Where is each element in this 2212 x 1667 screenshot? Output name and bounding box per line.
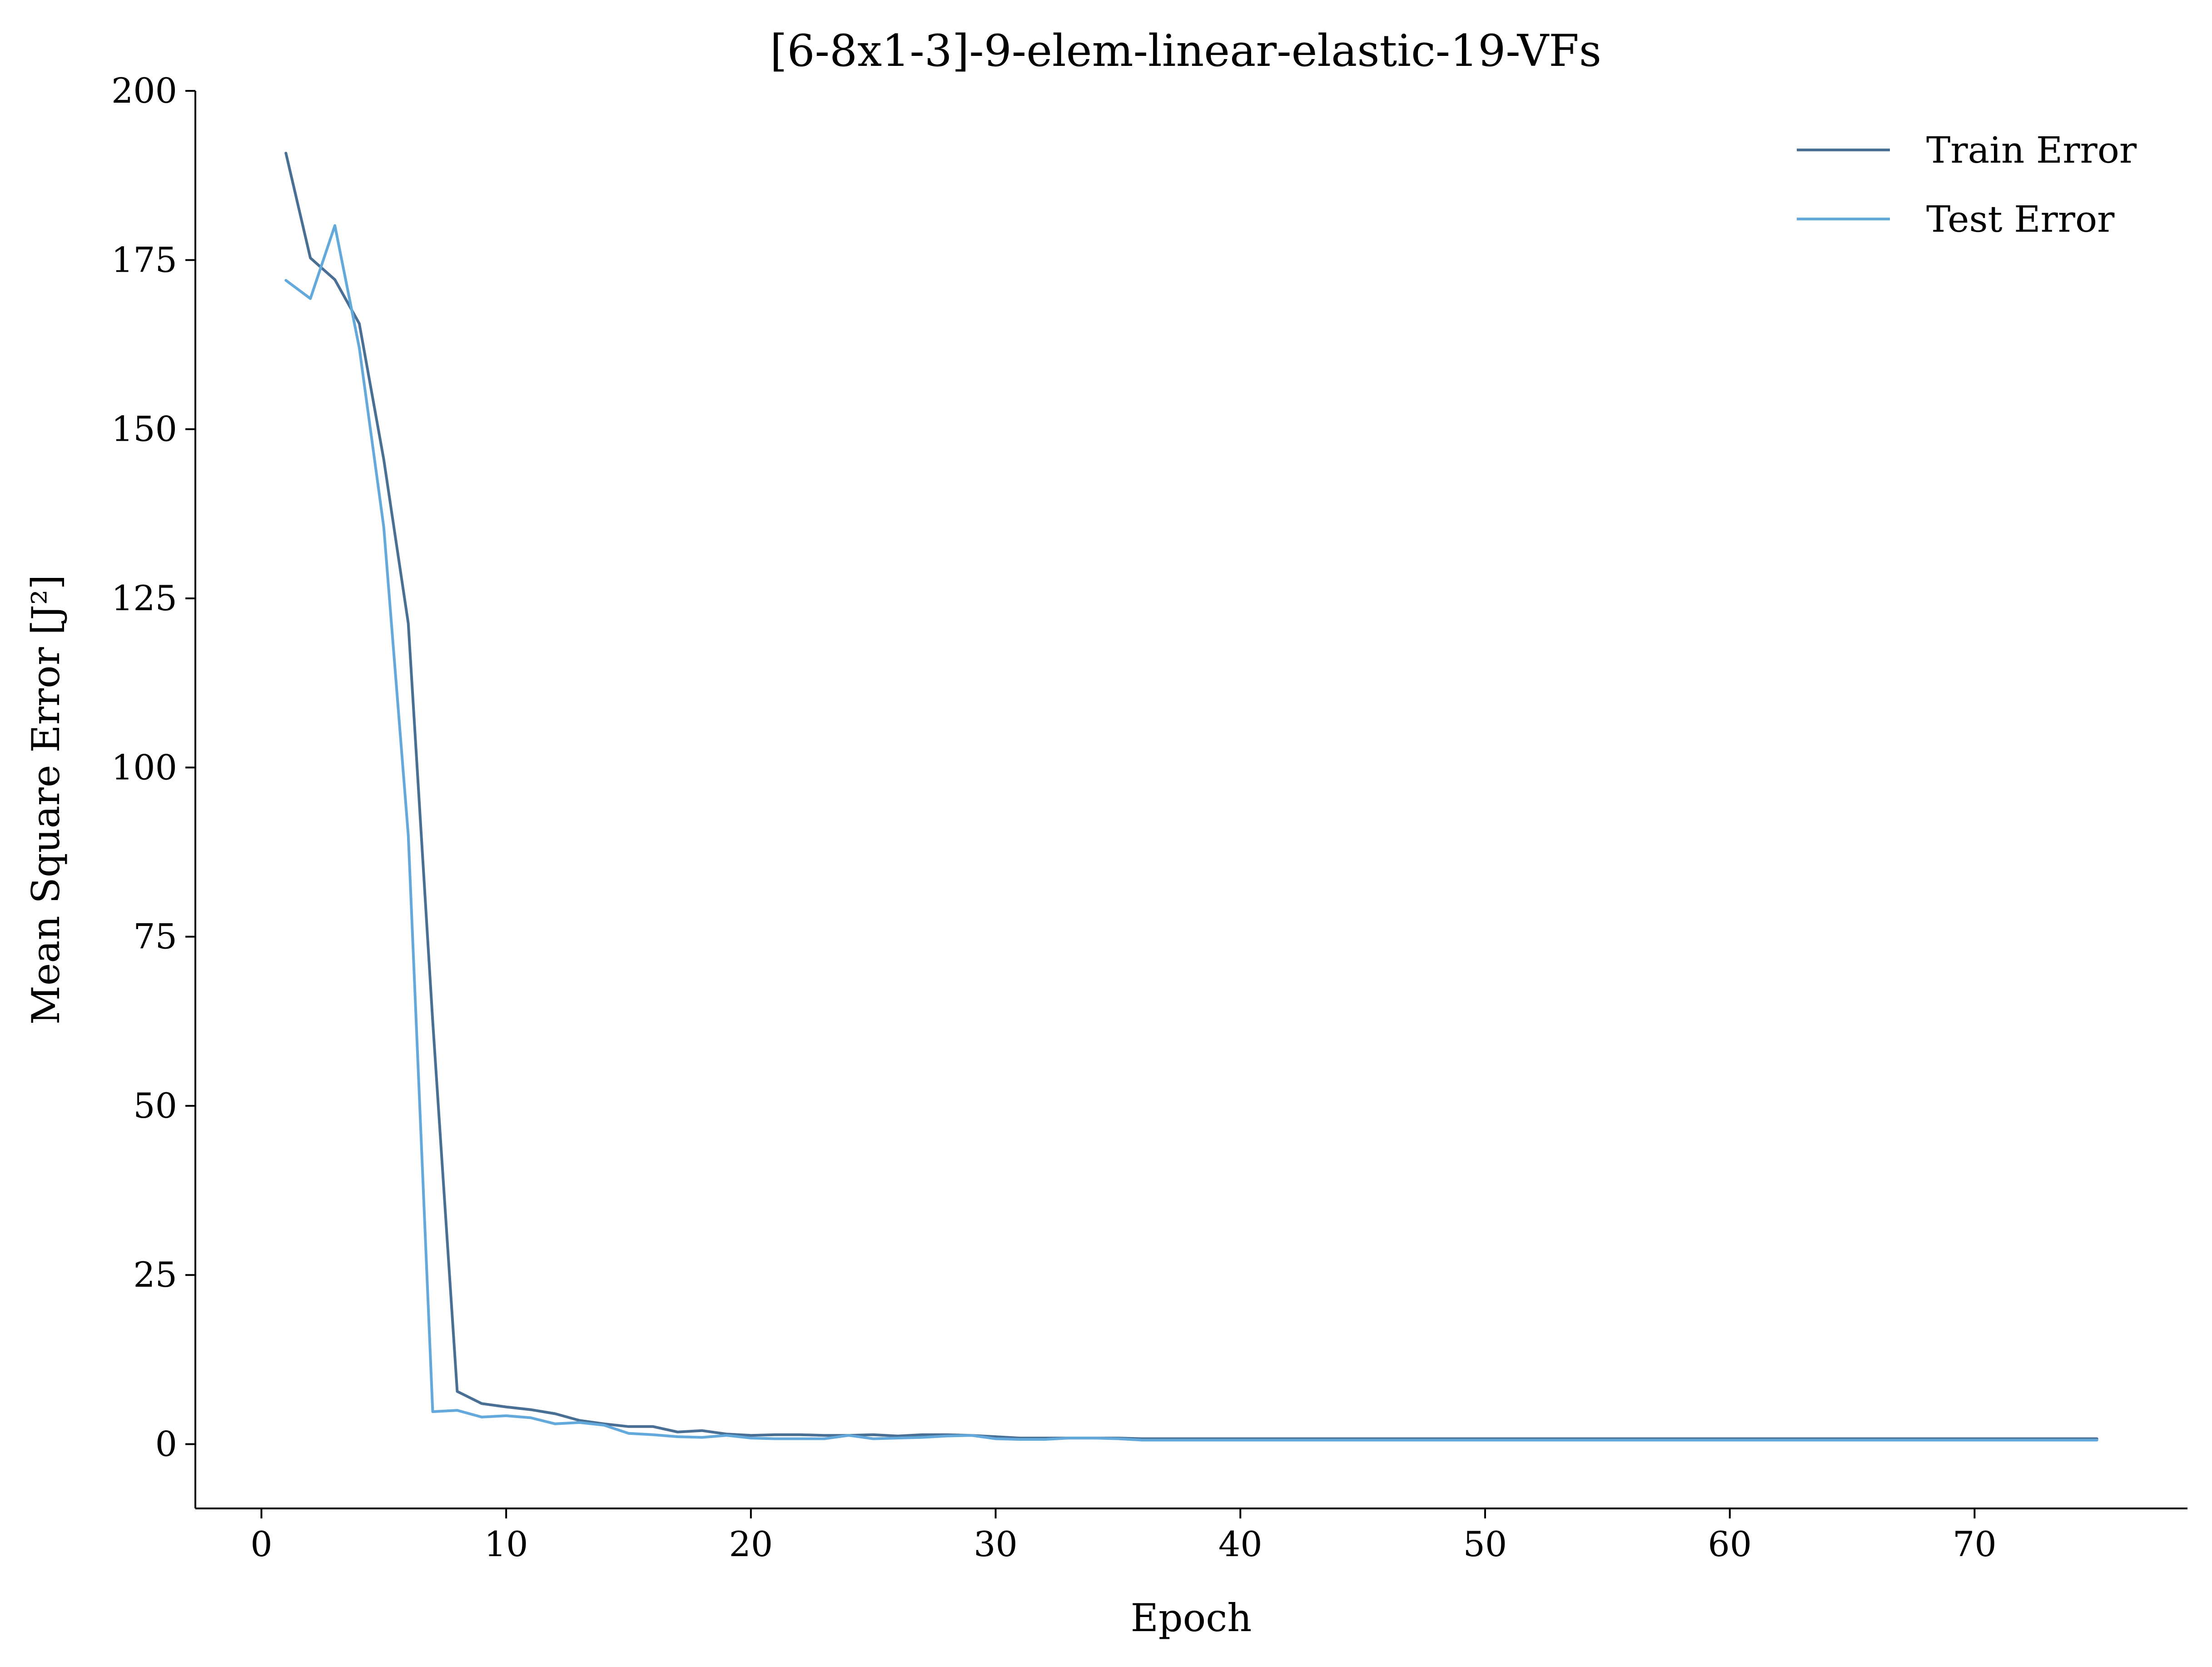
x-tick-label: 30 — [974, 1524, 1018, 1564]
x-tick-label: 50 — [1463, 1524, 1507, 1564]
x-tick-label: 70 — [1953, 1524, 1997, 1564]
y-tick-label: 0 — [155, 1424, 177, 1464]
y-axis-label: Mean Square Error [J²] — [24, 575, 68, 1025]
train-error-legend-label: Train Error — [1926, 129, 2137, 171]
axis-ticks: 0 10 20 30 40 50 60 70 0 25 50 75 100 125 150 175 200 — [111, 70, 1997, 1564]
x-tick-label: 40 — [1218, 1524, 1263, 1564]
y-tick-label: 150 — [111, 409, 177, 449]
test-error-legend-label: Test Error — [1926, 198, 2115, 240]
x-tick-label: 60 — [1708, 1524, 1752, 1564]
x-tick-label: 10 — [484, 1524, 528, 1564]
y-tick-label: 175 — [111, 239, 177, 280]
test-error-line — [284, 224, 2098, 1442]
x-axis-label: Epoch — [1131, 1596, 1252, 1640]
y-tick-label: 200 — [111, 70, 177, 111]
y-tick-label: 125 — [111, 578, 177, 618]
x-tick-label: 20 — [729, 1524, 773, 1564]
x-tick-label: 0 — [250, 1524, 272, 1564]
y-tick-label: 100 — [111, 747, 177, 787]
legend: Train Error Test Error — [1797, 129, 2137, 240]
y-tick-label: 75 — [133, 916, 177, 957]
y-tick-label: 50 — [133, 1085, 177, 1126]
plot-area — [284, 152, 2098, 1442]
chart-title: [6-8x1-3]-9-elem-linear-elastic-19-VFs — [770, 25, 1601, 76]
y-tick-label: 25 — [133, 1254, 177, 1295]
